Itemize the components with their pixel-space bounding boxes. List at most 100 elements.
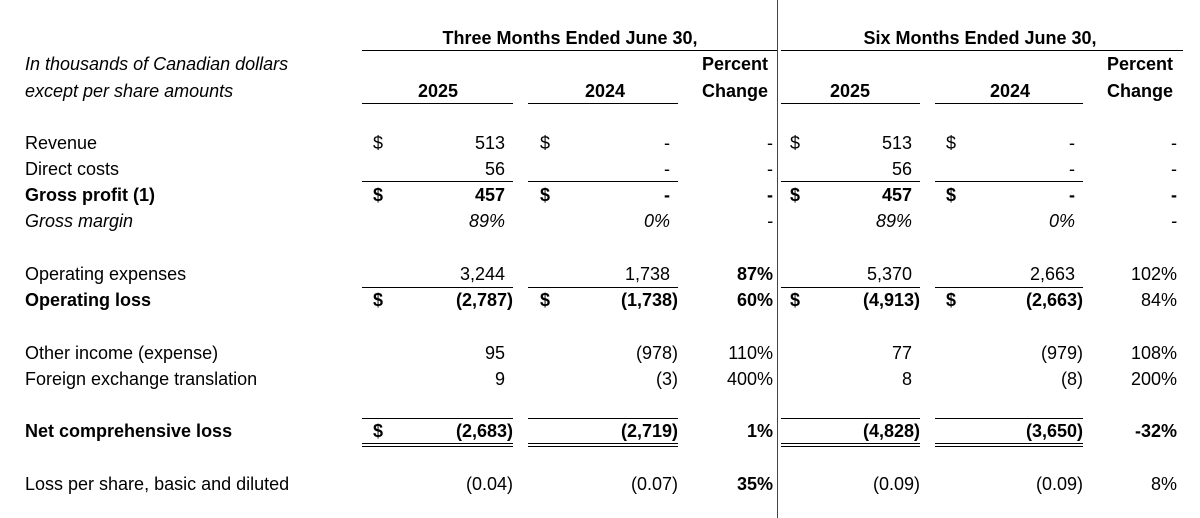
row-label: Revenue — [25, 133, 98, 153]
cell-value: 102% — [1130, 264, 1177, 284]
cell-value: (2,683) — [455, 421, 513, 441]
rule — [362, 418, 513, 419]
rule — [935, 103, 1083, 104]
cell-value: 0% — [643, 211, 670, 231]
currency-sign: $ — [372, 133, 384, 153]
cell-value: (0.04) — [465, 474, 513, 494]
cell-value: - — [664, 159, 670, 179]
rule — [362, 103, 513, 104]
group-header: Three Months Ended June 30, — [442, 28, 698, 48]
cell-value: 0% — [1048, 211, 1075, 231]
cell-value: - — [1069, 159, 1075, 179]
group-header: Six Months Ended June 30, — [863, 28, 1097, 48]
rule — [362, 443, 513, 444]
cell-value: (978) — [635, 343, 678, 363]
cell-value: 1% — [746, 421, 773, 441]
rule — [935, 446, 1083, 447]
cell-value: (0.07) — [630, 474, 678, 494]
cell-value: 108% — [1130, 343, 1177, 363]
currency-sign: $ — [539, 290, 551, 310]
cell-value: (0.09) — [1035, 474, 1083, 494]
cell-value: (3) — [656, 369, 678, 389]
cell-value: (3,650) — [1025, 421, 1083, 441]
cell-value: 89% — [468, 211, 505, 231]
cell-value: 60% — [736, 290, 773, 310]
row-label: Gross margin — [25, 211, 134, 231]
cell-value: (4,913) — [862, 290, 920, 310]
caption: In thousands of Canadian dollars — [25, 54, 289, 74]
cell-value: (4,828) — [862, 421, 920, 441]
column-header: Percent — [701, 54, 768, 74]
cell-value: 1,738 — [624, 264, 670, 284]
cell-value: 5,370 — [866, 264, 912, 284]
rule — [528, 181, 678, 182]
currency-sign: $ — [789, 185, 801, 205]
cell-value: 95 — [484, 343, 505, 363]
column-header: 2024 — [989, 81, 1031, 101]
currency-sign: $ — [945, 133, 957, 153]
currency-sign: $ — [789, 290, 801, 310]
cell-value: - — [767, 159, 773, 179]
cell-value: (2,787) — [455, 290, 513, 310]
rule — [781, 446, 920, 447]
cell-value: 56 — [484, 159, 505, 179]
row-label: Direct costs — [25, 159, 120, 179]
cell-value: -32% — [1134, 421, 1177, 441]
row-label: Gross profit (1) — [25, 185, 156, 205]
cell-value: 400% — [726, 369, 773, 389]
cell-value: - — [767, 211, 773, 231]
cell-value: (2,719) — [620, 421, 678, 441]
cell-value: 2,663 — [1029, 264, 1075, 284]
currency-sign: $ — [372, 185, 384, 205]
cell-value: - — [1069, 133, 1075, 153]
cell-value: 89% — [875, 211, 912, 231]
currency-sign: $ — [945, 185, 957, 205]
cell-value: - — [1171, 185, 1177, 205]
cell-value: (0.09) — [872, 474, 920, 494]
cell-value: - — [1171, 133, 1177, 153]
cell-value: (8) — [1061, 369, 1083, 389]
caption: except per share amounts — [25, 81, 234, 101]
cell-value: 200% — [1130, 369, 1177, 389]
cell-value: - — [767, 133, 773, 153]
rule — [528, 418, 678, 419]
rule — [528, 443, 678, 444]
cell-value: - — [767, 185, 773, 205]
rule — [362, 287, 513, 288]
cell-value: 457 — [474, 185, 505, 205]
row-label: Operating expenses — [25, 264, 187, 284]
column-header: 2025 — [417, 81, 459, 101]
rule — [781, 443, 920, 444]
cell-value: - — [1171, 211, 1177, 231]
row-label: Loss per share, basic and diluted — [25, 474, 290, 494]
currency-sign: $ — [789, 133, 801, 153]
rule — [781, 287, 920, 288]
cell-value: (979) — [1040, 343, 1083, 363]
row-label: Net comprehensive loss — [25, 421, 233, 441]
cell-value: 8 — [901, 369, 912, 389]
rule — [781, 103, 920, 104]
cell-value: - — [664, 133, 670, 153]
rule — [781, 418, 920, 419]
currency-sign: $ — [372, 421, 384, 441]
row-label: Operating loss — [25, 290, 152, 310]
cell-value: 56 — [891, 159, 912, 179]
rule — [781, 50, 1183, 51]
cell-value: (2,663) — [1025, 290, 1083, 310]
cell-value: 513 — [881, 133, 912, 153]
cell-value: 9 — [494, 369, 505, 389]
cell-value: (1,738) — [620, 290, 678, 310]
cell-value: 87% — [736, 264, 773, 284]
column-header: Percent — [1106, 54, 1173, 74]
rule — [528, 103, 678, 104]
cell-value: - — [1171, 159, 1177, 179]
rule — [362, 50, 777, 51]
column-divider — [777, 0, 778, 518]
column-header: 2024 — [584, 81, 626, 101]
rule — [935, 443, 1083, 444]
cell-value: - — [664, 185, 670, 205]
cell-value: 84% — [1140, 290, 1177, 310]
column-header: 2025 — [829, 81, 871, 101]
cell-value: 513 — [474, 133, 505, 153]
